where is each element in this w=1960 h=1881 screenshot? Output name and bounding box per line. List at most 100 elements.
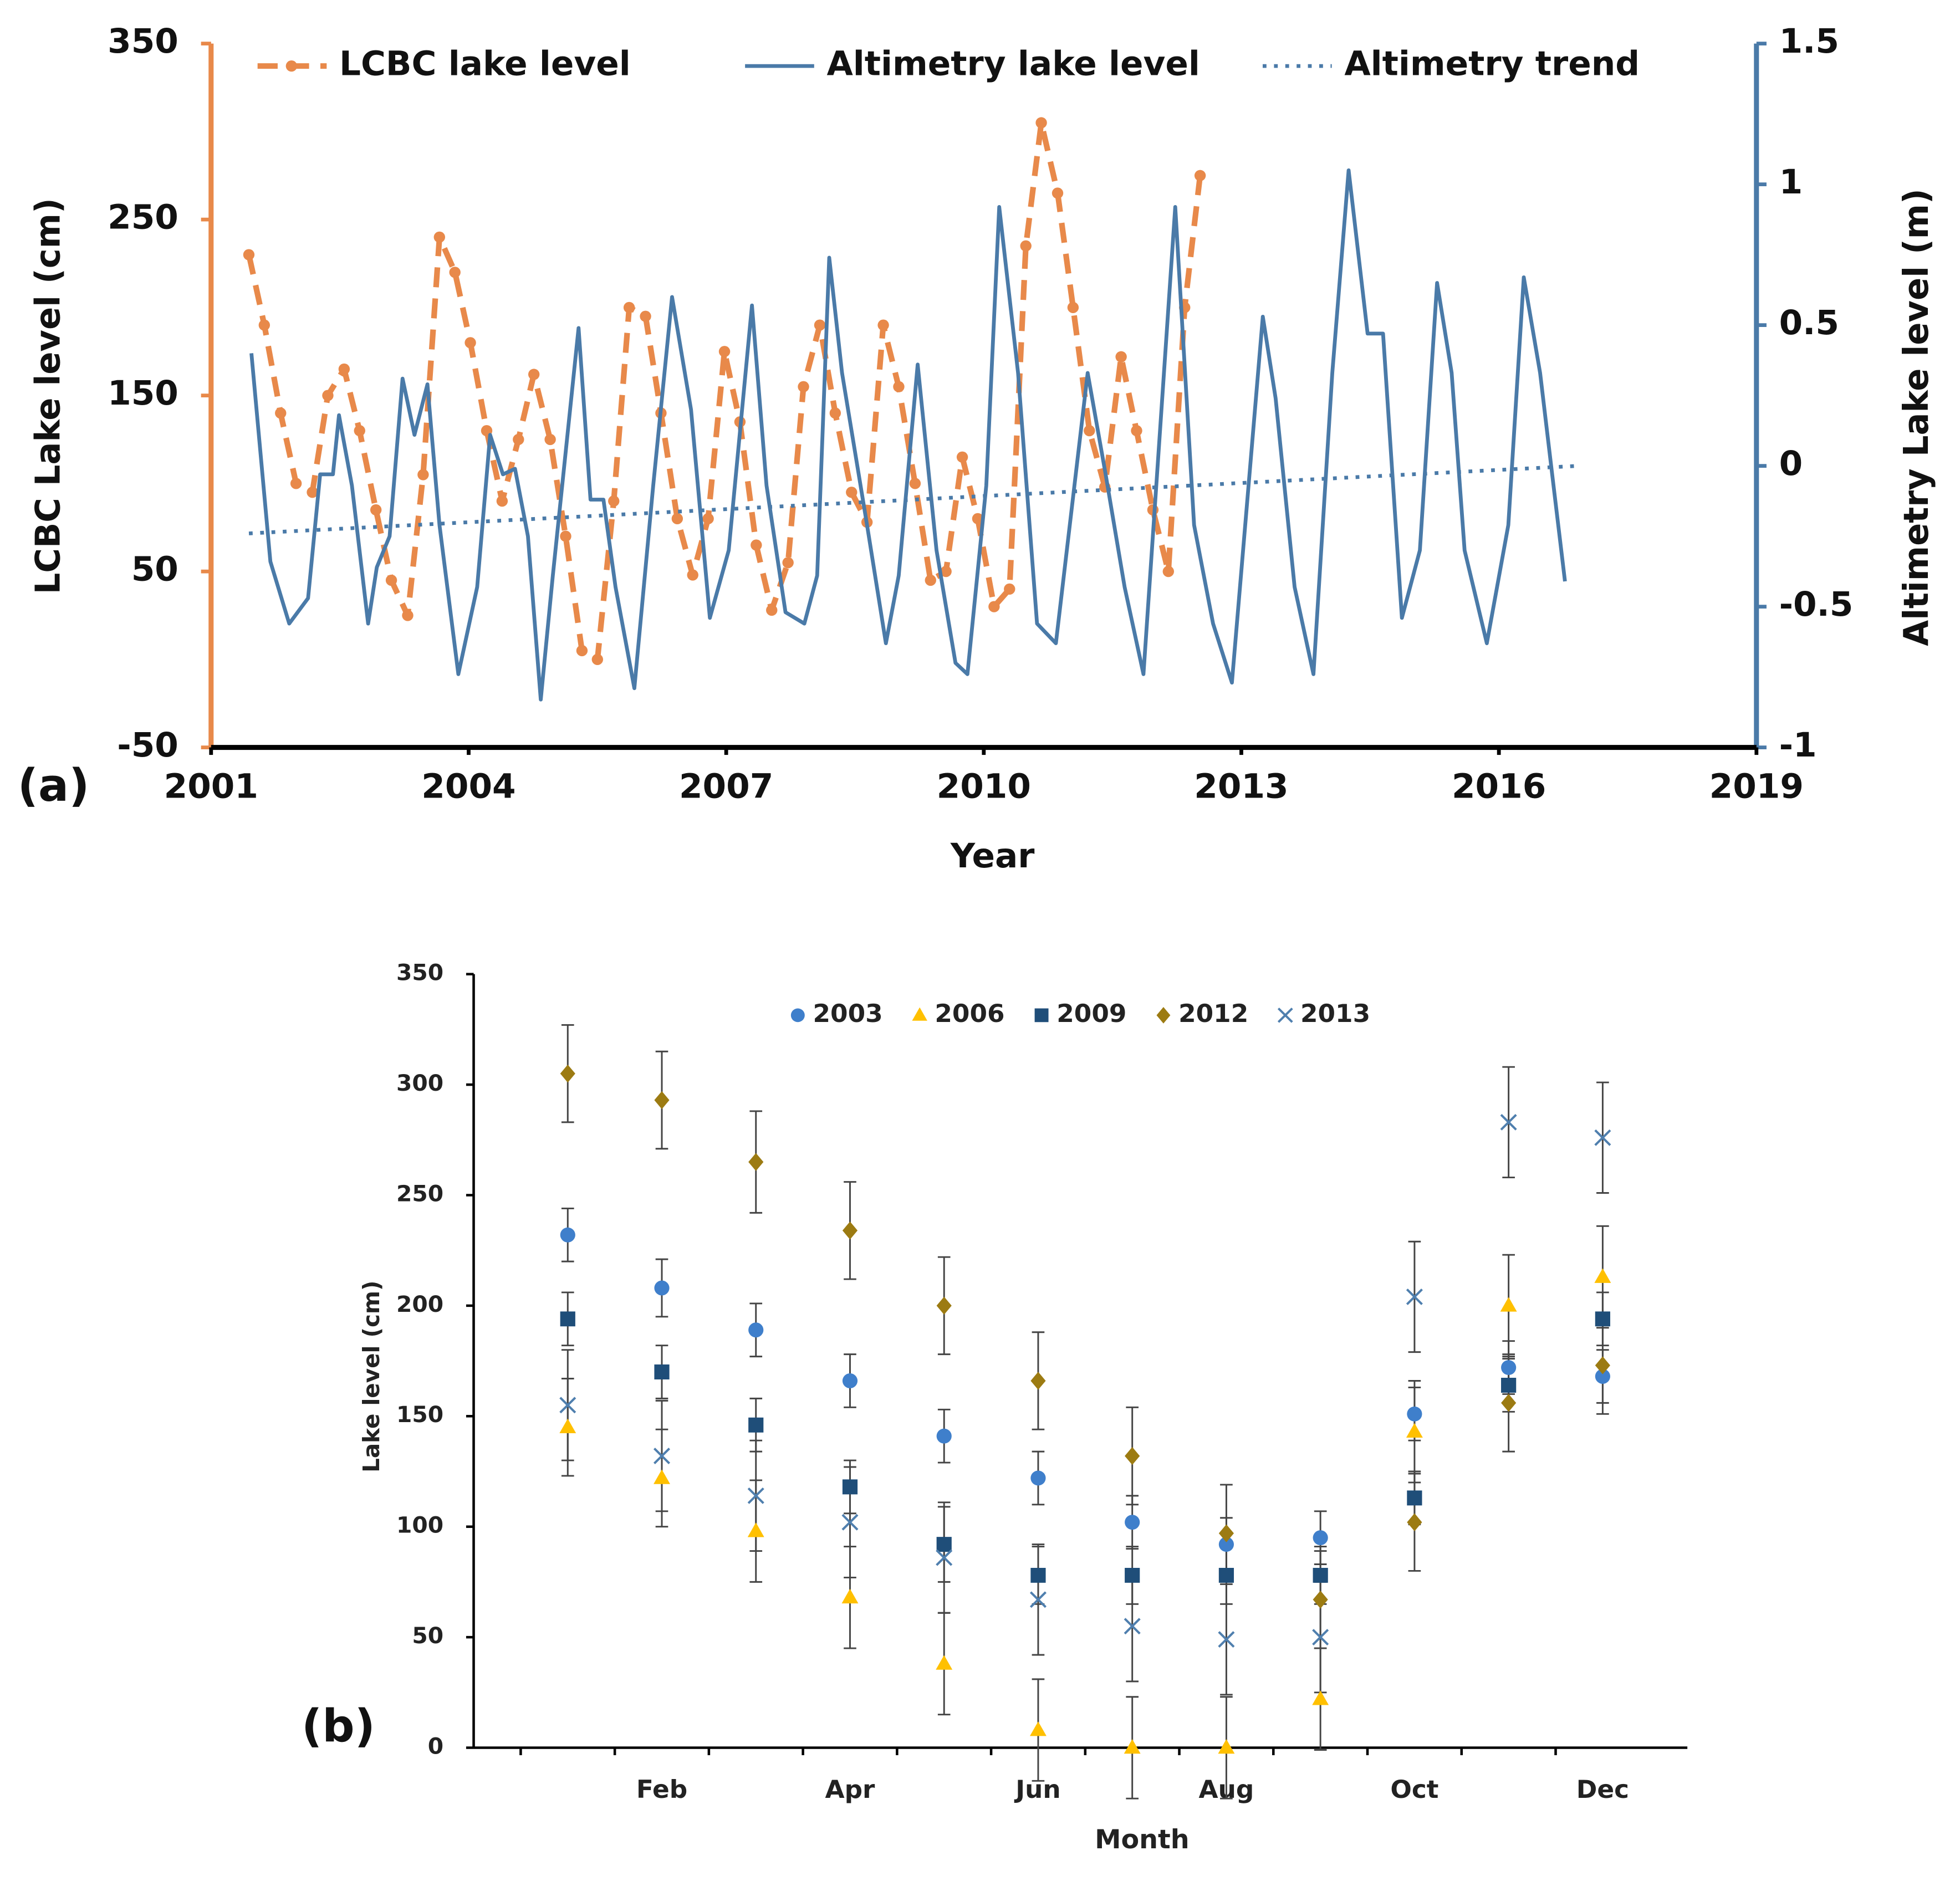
marker <box>1218 1537 1234 1552</box>
marker <box>766 604 778 616</box>
marker <box>338 363 350 375</box>
marker <box>1406 1289 1423 1305</box>
marker <box>1501 1394 1517 1412</box>
marker <box>841 1588 859 1604</box>
marker <box>465 337 476 349</box>
marker <box>528 369 540 380</box>
marker <box>285 60 298 72</box>
marker <box>936 1428 952 1444</box>
marker <box>1500 1113 1517 1131</box>
y2-tick-label: -0.5 <box>1779 585 1854 624</box>
marker <box>842 1479 858 1495</box>
marker <box>842 1221 858 1240</box>
marker <box>1594 1129 1611 1146</box>
x-tick-label: 2019 <box>1709 767 1804 806</box>
legend-swatch <box>1156 1007 1171 1024</box>
marker <box>608 495 620 507</box>
marker <box>1115 351 1127 362</box>
x-axis-title: Year <box>950 836 1035 876</box>
y-axis-title: LCBC Lake level (cm) <box>28 198 68 594</box>
x-tick-label: 2016 <box>1452 767 1546 806</box>
marker <box>1407 1406 1422 1422</box>
marker <box>1030 1470 1046 1486</box>
x-tick-label: Jun <box>1014 1775 1060 1804</box>
marker <box>956 451 968 463</box>
marker <box>1218 1739 1235 1754</box>
legend-swatch <box>1277 1008 1293 1023</box>
marker <box>893 381 905 392</box>
marker <box>1501 1360 1517 1376</box>
marker <box>1124 1618 1141 1635</box>
x-tick-label: 2007 <box>679 767 773 806</box>
x-tick-label: 2001 <box>164 767 258 806</box>
marker <box>560 530 571 542</box>
marker <box>1500 1297 1517 1312</box>
legend-label: 2009 <box>1056 999 1126 1028</box>
marker <box>748 1322 764 1338</box>
marker <box>1218 1631 1235 1648</box>
y-tick-label: 150 <box>108 374 178 413</box>
marker <box>751 539 762 551</box>
marker <box>925 574 936 586</box>
marker <box>560 1227 575 1243</box>
marker <box>988 601 1000 612</box>
marker <box>1312 1629 1329 1646</box>
y2-tick-label: 0.5 <box>1779 303 1839 343</box>
panel-label: (b) <box>302 1700 375 1752</box>
marker <box>544 433 556 446</box>
legend-label: 2012 <box>1178 999 1248 1028</box>
panel-label: (a) <box>18 760 90 812</box>
y-tick-label: 50 <box>412 1622 443 1649</box>
marker <box>747 1522 764 1537</box>
marker <box>1067 301 1079 314</box>
marker <box>877 319 889 331</box>
x-tick-label: Apr <box>825 1775 876 1804</box>
marker <box>275 407 287 419</box>
marker <box>936 1537 952 1552</box>
x-tick-label: 2013 <box>1194 767 1288 806</box>
marker <box>1004 583 1015 595</box>
marker <box>1312 1690 1329 1705</box>
marker <box>385 574 397 586</box>
legend-label: 2003 <box>813 999 883 1028</box>
marker <box>1052 187 1064 199</box>
marker <box>1029 1721 1047 1736</box>
marker <box>718 346 731 357</box>
legend-label: 2006 <box>935 999 1004 1028</box>
marker <box>747 1487 764 1504</box>
y2-tick-label: 1 <box>1779 162 1803 202</box>
marker <box>1125 1567 1140 1583</box>
marker <box>972 513 984 524</box>
y-tick-label: 350 <box>396 959 443 986</box>
marker <box>702 513 714 524</box>
series-line <box>249 168 1567 702</box>
x-tick-label: 2004 <box>421 767 515 806</box>
marker <box>654 1280 670 1296</box>
marker <box>782 557 794 569</box>
marker <box>560 1064 575 1083</box>
marker <box>1313 1591 1328 1609</box>
marker <box>654 1364 670 1380</box>
marker <box>307 487 318 498</box>
y-tick-label: 250 <box>396 1180 443 1207</box>
marker <box>640 310 651 322</box>
marker <box>1406 1423 1423 1438</box>
marker <box>449 267 461 278</box>
marker <box>909 478 921 489</box>
marker <box>243 249 255 260</box>
marker <box>591 653 603 665</box>
legend-label: Altimetry trend <box>1344 44 1640 84</box>
x-tick-label: Feb <box>636 1775 687 1804</box>
marker <box>936 1655 953 1670</box>
x-tick-label: Dec <box>1576 1775 1629 1804</box>
marker <box>417 469 429 481</box>
marker <box>653 1448 671 1464</box>
series-line <box>248 464 1578 535</box>
y-tick-label: 50 <box>131 550 178 589</box>
marker <box>290 478 302 489</box>
marker <box>1124 1739 1141 1754</box>
y2-axis-title: Altimetry Lake level (m) <box>1897 188 1936 646</box>
y-tick-label: 150 <box>396 1401 443 1428</box>
marker <box>258 319 270 331</box>
